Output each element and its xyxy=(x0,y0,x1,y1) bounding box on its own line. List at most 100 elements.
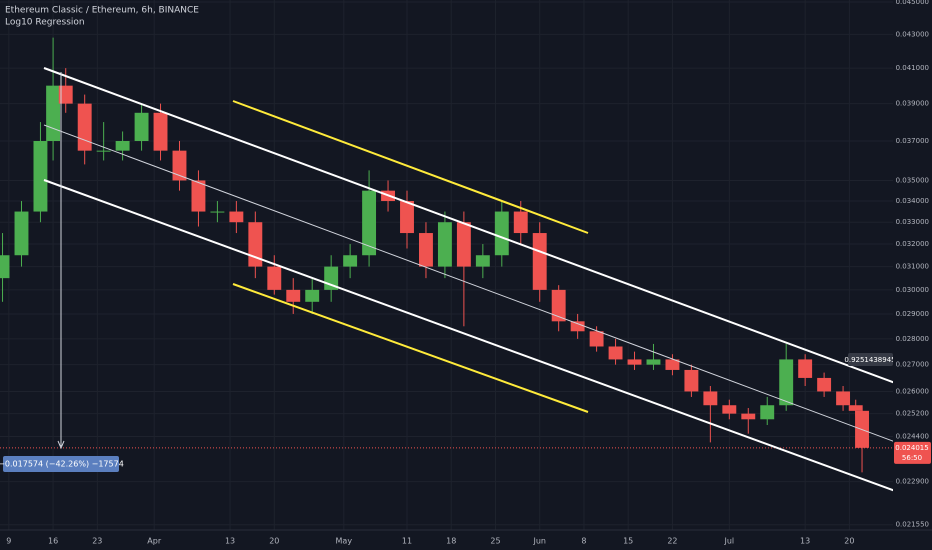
y-tick-label: 0.022900 xyxy=(896,478,929,486)
candle-body xyxy=(267,266,282,290)
candle-body xyxy=(532,233,547,290)
y-tick-label: 0.043000 xyxy=(896,30,929,38)
countdown: 56:50 xyxy=(902,454,922,462)
last-price-label: 0.024015 xyxy=(895,444,928,452)
candle-body xyxy=(437,222,452,267)
x-tick-label: 20 xyxy=(269,537,279,546)
candle-body xyxy=(58,85,73,104)
candle-body xyxy=(172,150,187,181)
x-tick-label: Jun xyxy=(532,537,546,546)
x-tick-label: Jul xyxy=(723,537,734,546)
candle-body xyxy=(96,150,111,152)
channel-label-box xyxy=(848,353,893,366)
candle-body xyxy=(570,321,585,332)
candle-body xyxy=(191,180,206,212)
y-tick-label: 0.028000 xyxy=(896,335,929,343)
candle-body xyxy=(14,211,29,256)
candle-body xyxy=(627,359,642,365)
y-tick-label: 0.029000 xyxy=(896,310,929,318)
channel-label: 0.9251438945 xyxy=(844,356,895,364)
y-tick-label: 0.025200 xyxy=(896,410,929,418)
measure-arrow xyxy=(57,440,65,450)
chart-subtitle: Log10 Regression xyxy=(5,18,85,28)
y-tick-label: 0.045000 xyxy=(896,0,929,6)
candle-body xyxy=(494,211,509,256)
x-tick-label: 22 xyxy=(667,537,677,546)
candle-body xyxy=(46,85,61,141)
candle-body xyxy=(115,140,130,151)
candle-body xyxy=(419,233,433,267)
x-tick-label: 13 xyxy=(225,537,235,546)
x-tick-label: 11 xyxy=(402,537,412,546)
candle-body xyxy=(779,359,794,406)
candle-body xyxy=(551,289,566,322)
y-tick-label: 0.026000 xyxy=(896,387,929,395)
candle-body xyxy=(798,359,813,378)
x-tick-label: 9 xyxy=(6,537,11,546)
y-tick-label: 0.032000 xyxy=(896,240,929,248)
y-tick-label: 0.037000 xyxy=(896,137,929,145)
x-tick-label: 16 xyxy=(48,537,58,546)
drawings: −0.017574 (−42.26%) −17574 0.9251438945 xyxy=(0,67,899,493)
candle-body xyxy=(741,413,756,420)
y-tick-label: 0.039000 xyxy=(896,100,929,108)
x-tick-label: 23 xyxy=(92,537,102,546)
x-tick-label: 20 xyxy=(844,537,854,546)
channel-middle xyxy=(43,124,899,444)
candle-body xyxy=(400,201,414,234)
candle-body xyxy=(305,289,320,302)
candle-body xyxy=(665,359,680,370)
chart-title: Ethereum Classic / Ethereum, 6h, BINANCE xyxy=(5,6,199,16)
y-tick-label: 0.021550 xyxy=(896,521,929,529)
measure-box xyxy=(3,456,119,472)
y-tick-label: 0.033000 xyxy=(896,218,929,226)
candle-body xyxy=(210,211,225,213)
candle-body xyxy=(343,255,358,267)
y-tick-label: 0.027000 xyxy=(896,361,929,369)
x-tick-label: 8 xyxy=(581,537,586,546)
candle-body xyxy=(456,222,471,267)
channel-upper xyxy=(43,67,899,385)
candle-body xyxy=(33,140,48,212)
last-price-box xyxy=(894,441,931,464)
x-tick-label: 25 xyxy=(490,537,500,546)
candle-body xyxy=(229,211,244,223)
x-tick-label: 18 xyxy=(446,537,456,546)
candle-body xyxy=(134,112,149,141)
candle-body xyxy=(513,211,528,234)
candle-body xyxy=(646,359,661,365)
candle-body xyxy=(475,255,490,267)
x-tick-label: Apr xyxy=(147,537,162,546)
y-tick-label: 0.041000 xyxy=(896,64,929,72)
candle-body xyxy=(77,103,92,151)
channel-lower xyxy=(43,179,899,493)
yellow-upper xyxy=(232,100,589,234)
y-tick-label: 0.024400 xyxy=(896,433,929,441)
candle-body xyxy=(286,289,301,302)
candle-body xyxy=(722,405,737,414)
y-tick-label: 0.034000 xyxy=(896,197,929,205)
x-tick-label: May xyxy=(336,537,353,546)
x-tick-label: 15 xyxy=(623,537,633,546)
candle-body xyxy=(589,331,604,347)
candle-body xyxy=(817,377,832,392)
candle-body xyxy=(153,112,168,151)
y-tick-label: 0.031000 xyxy=(896,263,929,271)
y-tick-label: 0.035000 xyxy=(896,176,929,184)
x-tick-label: 13 xyxy=(800,537,810,546)
candle-body xyxy=(848,405,863,411)
candle-body xyxy=(836,391,851,406)
candle-body xyxy=(0,255,10,279)
candle-body xyxy=(684,369,699,392)
y-tick-label: 0.030000 xyxy=(896,286,929,294)
candle-body xyxy=(703,391,718,406)
candle-body xyxy=(760,405,775,420)
candle-body xyxy=(362,190,377,256)
yellow-lower xyxy=(232,283,589,413)
candle-body xyxy=(608,346,623,360)
measure-label: −0.017574 (−42.26%) −17574 xyxy=(0,460,124,469)
axis-labels: 0.045000 0.043000 0.041000 0.039000 0.037000… xyxy=(6,0,931,546)
price-axis xyxy=(893,0,932,530)
